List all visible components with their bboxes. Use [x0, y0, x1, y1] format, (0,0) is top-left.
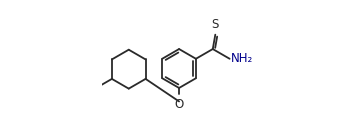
- Text: O: O: [174, 98, 184, 111]
- Text: S: S: [212, 18, 219, 31]
- Text: NH₂: NH₂: [231, 52, 253, 65]
